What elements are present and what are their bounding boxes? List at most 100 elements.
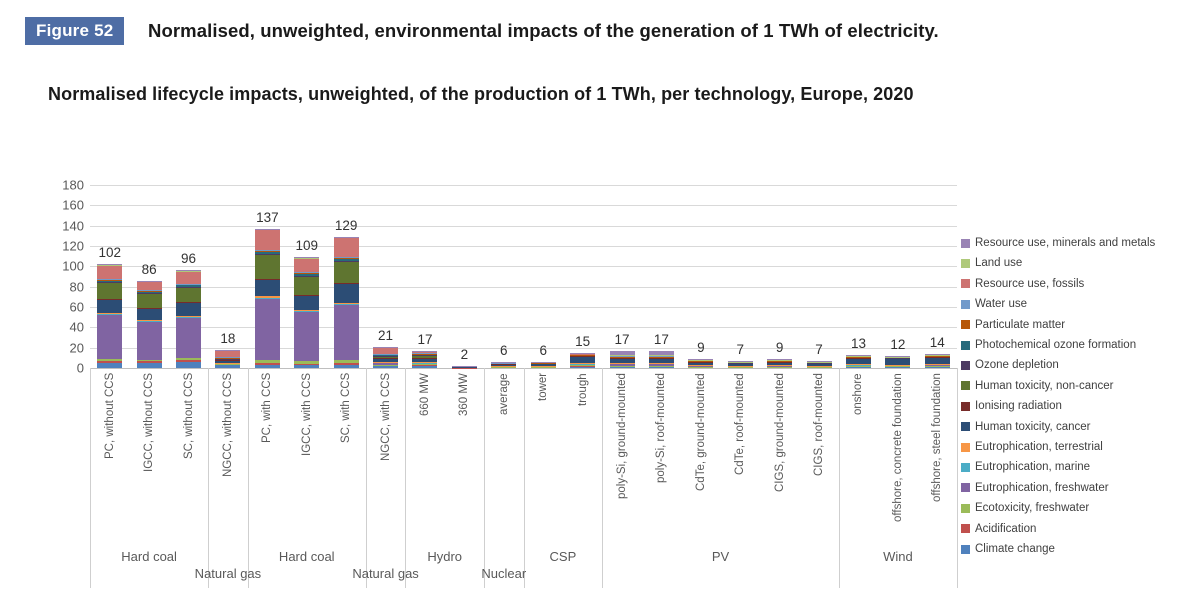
bar-value-label: 102 (98, 245, 121, 261)
legend-item: Climate change (961, 543, 1055, 555)
bar-segment (885, 364, 911, 366)
bar-segment (97, 313, 123, 315)
bar-segment (136, 308, 162, 309)
bar-value-label: 129 (334, 217, 358, 233)
gridline (90, 347, 957, 349)
y-axis-tick-label: 180 (62, 177, 84, 193)
bar-segment (451, 365, 477, 367)
bar-segment (845, 364, 871, 366)
bar-segment (688, 358, 714, 360)
x-axis-label: IGCC, without CCS (143, 373, 156, 473)
x-axis-label: offshore, steel foundation (931, 373, 944, 502)
bar-segment (767, 366, 793, 368)
legend-label: Climate change (975, 543, 1055, 555)
y-axis-tick-label: 140 (62, 218, 84, 234)
legend-label: Photochemical ozone formation (975, 339, 1137, 351)
group-separator (247, 368, 249, 588)
bar-segment (97, 358, 123, 361)
legend-swatch (961, 320, 970, 330)
bar-segment (136, 319, 162, 321)
bar-segment (845, 364, 871, 366)
legend-label: Ionising radiation (975, 400, 1062, 413)
group-label: Hard coal (278, 549, 335, 564)
bar-segment (373, 365, 399, 368)
bar-segment (609, 365, 635, 367)
bar-segment (176, 316, 202, 318)
bar-segment (373, 356, 399, 359)
legend-swatch (961, 524, 970, 534)
bar-segment (885, 366, 911, 368)
bar-value-label: 7 (815, 341, 823, 357)
bar-value-label: 6 (500, 342, 508, 358)
bar-segment (727, 365, 753, 367)
legend-label: Human toxicity, cancer (975, 420, 1091, 433)
legend-swatch (961, 483, 970, 493)
bar-segment (136, 321, 162, 360)
x-axis-label: CdTe, roof-mounted (734, 373, 747, 475)
bar-segment (885, 358, 911, 360)
bar-segment (806, 366, 832, 368)
bar-segment (767, 361, 793, 366)
bar-segment (333, 237, 359, 239)
bar-segment (806, 365, 832, 367)
figure-badge: Figure 52 (25, 17, 125, 45)
x-axis-label: CdTe, ground-mounted (694, 373, 707, 491)
group-separator (365, 368, 367, 588)
bar-segment (688, 365, 714, 367)
bar-segment (491, 366, 517, 368)
bar-segment (491, 363, 517, 365)
bar-segment (412, 364, 438, 366)
bar-segment (727, 363, 753, 364)
bar-segment (97, 360, 123, 363)
bar-segment (570, 356, 596, 364)
bar-segment (176, 358, 202, 361)
bar-segment (491, 366, 517, 368)
bar-segment (806, 360, 832, 362)
bar-segment (767, 361, 793, 363)
group-label: Hydro (427, 549, 463, 564)
legend-label: Eutrophication, freshwater (975, 481, 1109, 494)
bar-segment (648, 363, 674, 366)
bar-segment (570, 352, 596, 354)
legend-swatch (961, 381, 970, 391)
bar-segment (373, 355, 399, 357)
bar-segment (491, 361, 517, 363)
gridline (90, 205, 957, 207)
x-axis-label: average (497, 373, 510, 415)
bar-segment (648, 355, 674, 357)
legend-label: Eutrophication, marine (975, 461, 1091, 474)
legend-label: Land use (975, 257, 1023, 270)
bar-segment (688, 361, 714, 363)
bar-segment (727, 366, 753, 368)
bar-segment (254, 364, 280, 368)
legend-item: Ecotoxicity, freshwater (961, 502, 1089, 514)
bar-segment (688, 361, 714, 366)
y-axis-tick-label: 160 (62, 197, 84, 213)
bar-segment (254, 251, 280, 254)
legend-item: Ionising radiation (961, 400, 1062, 412)
legend-label: Resource use, fossils (975, 277, 1085, 290)
bar-segment (254, 278, 280, 280)
bar-segment (727, 363, 753, 366)
bar-segment (333, 257, 359, 259)
bar-segment (373, 346, 399, 348)
legend-swatch (961, 401, 970, 411)
bar-value-label: 18 (220, 330, 236, 346)
bar-segment (254, 254, 280, 279)
bar-segment (648, 356, 674, 358)
bar-segment (254, 250, 280, 252)
bar-segment (136, 308, 162, 320)
bar-segment (254, 362, 280, 365)
bar-segment (97, 312, 123, 314)
bar-segment (806, 363, 832, 364)
bar-segment (215, 359, 241, 361)
bar-segment (451, 367, 477, 368)
bar-segment (136, 320, 162, 322)
x-axis-label: poly-Si, ground-mounted (616, 373, 629, 499)
bar-segment (648, 363, 674, 364)
legend-swatch (961, 279, 970, 289)
bar-segment (373, 362, 399, 363)
bar-segment (215, 349, 241, 351)
bar-segment (373, 364, 399, 366)
bar-segment (609, 363, 635, 366)
